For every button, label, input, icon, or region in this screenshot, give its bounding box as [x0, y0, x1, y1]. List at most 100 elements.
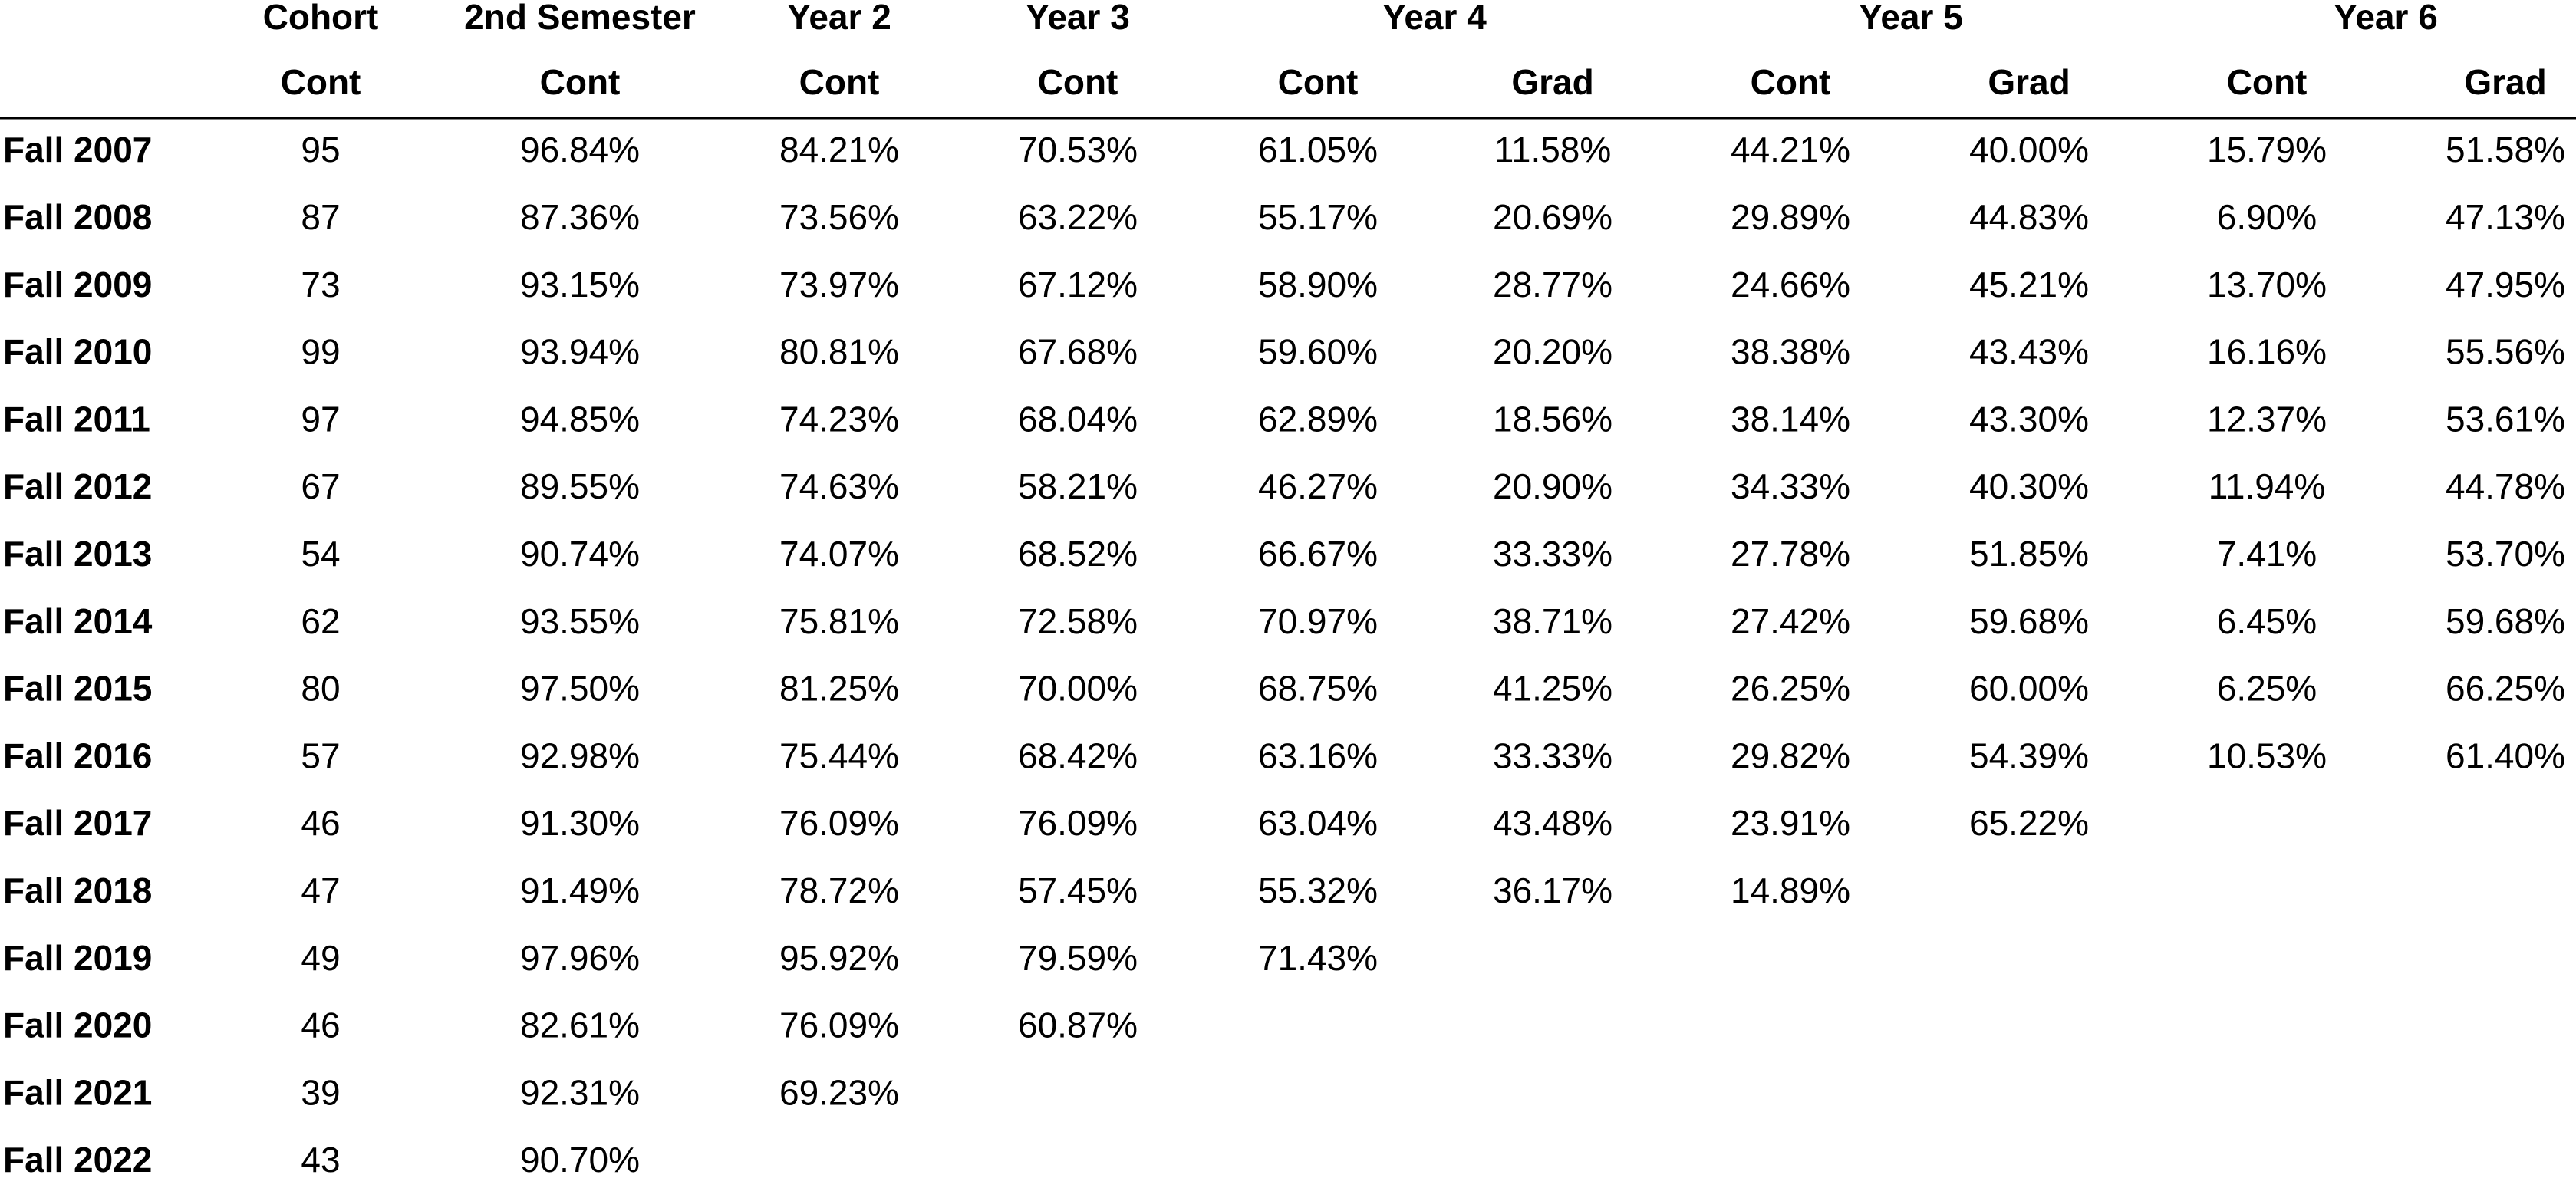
column-header: Grad [1988, 62, 2070, 102]
row-label: Fall 2021 [3, 1072, 152, 1112]
column-header: Cont [799, 62, 880, 102]
column-header: Cont [1751, 62, 1831, 102]
cell: 57.45% [1018, 870, 1138, 910]
cell: 44.21% [1731, 130, 1850, 169]
cell: 63.22% [1018, 197, 1138, 237]
cell: 34.33% [1731, 466, 1850, 506]
group-header: Year 4 [1382, 0, 1487, 37]
cell: 11.58% [1494, 130, 1612, 169]
cell: 99 [301, 332, 340, 372]
row-label: Fall 2020 [3, 1005, 152, 1045]
cell: 20.90% [1493, 466, 1612, 506]
cell: 55.32% [1258, 870, 1378, 910]
row-label: Fall 2015 [3, 669, 152, 709]
cell: 97.96% [520, 938, 640, 978]
cell: 14.89% [1731, 870, 1850, 910]
cell: 6.90% [2217, 197, 2317, 237]
row-label: Fall 2016 [3, 736, 152, 775]
cell: 68.04% [1018, 399, 1138, 439]
cell: 62.89% [1258, 399, 1378, 439]
cell: 93.15% [520, 265, 640, 304]
cell: 65.22% [1969, 803, 2089, 843]
column-header: Cont [281, 62, 361, 102]
cell: 97.50% [520, 669, 640, 709]
cell: 68.75% [1258, 669, 1378, 709]
cell: 92.31% [520, 1072, 640, 1112]
cell: 74.23% [779, 399, 899, 439]
cell: 29.89% [1731, 197, 1850, 237]
cell: 76.09% [1018, 803, 1138, 843]
cell: 60.87% [1018, 1005, 1138, 1045]
cell: 95.92% [779, 938, 899, 978]
column-header: Grad [2464, 62, 2546, 102]
cell: 80.81% [779, 332, 899, 372]
cell: 67.12% [1018, 265, 1138, 304]
cell: 75.81% [779, 601, 899, 641]
cell: 44.78% [2446, 466, 2565, 506]
cell: 24.66% [1731, 265, 1850, 304]
row-label: Fall 2017 [3, 803, 152, 843]
cell: 55.17% [1258, 197, 1378, 237]
cell: 38.71% [1493, 601, 1612, 641]
cell: 18.56% [1493, 399, 1612, 439]
cell: 53.70% [2446, 534, 2565, 574]
cell: 20.69% [1493, 197, 1612, 237]
cell: 54.39% [1969, 736, 2089, 775]
cell: 67.68% [1018, 332, 1138, 372]
cell: 63.16% [1258, 736, 1378, 775]
cell: 90.70% [520, 1140, 640, 1180]
cell: 55.56% [2446, 332, 2565, 372]
column-header: Cont [1038, 62, 1118, 102]
cell: 44.83% [1969, 197, 2089, 237]
cell: 90.74% [520, 534, 640, 574]
group-header: Year 2 [787, 0, 891, 37]
cell: 59.60% [1258, 332, 1378, 372]
cell: 6.25% [2217, 669, 2317, 709]
row-label: Fall 2009 [3, 265, 152, 304]
cell: 16.16% [2207, 332, 2327, 372]
cell: 7.41% [2217, 534, 2317, 574]
cell: 74.07% [779, 534, 899, 574]
cell: 13.70% [2207, 265, 2327, 304]
cell: 46 [301, 1005, 340, 1045]
cell: 49 [301, 938, 340, 978]
row-label: Fall 2022 [3, 1140, 152, 1180]
cell: 60.00% [1969, 669, 2089, 709]
column-header: Cont [2227, 62, 2308, 102]
cell: 62 [301, 601, 340, 641]
cell: 92.98% [520, 736, 640, 775]
cell: 76.09% [779, 803, 899, 843]
cell: 51.58% [2446, 130, 2565, 169]
cell: 93.55% [520, 601, 640, 641]
cell: 84.21% [779, 130, 899, 169]
cell: 51.85% [1969, 534, 2089, 574]
cell: 27.78% [1731, 534, 1850, 574]
cell: 71.43% [1258, 938, 1378, 978]
cell: 63.04% [1258, 803, 1378, 843]
cell: 46 [301, 803, 340, 843]
cell: 66.25% [2446, 669, 2565, 709]
cell: 79.59% [1018, 938, 1138, 978]
cell: 61.05% [1258, 130, 1378, 169]
cell: 47 [301, 870, 340, 910]
cell: 69.23% [779, 1072, 899, 1112]
cell: 28.77% [1493, 265, 1612, 304]
row-label: Fall 2013 [3, 534, 152, 574]
cell: 54 [301, 534, 340, 574]
cell: 97 [301, 399, 340, 439]
cell: 67 [301, 466, 340, 506]
group-header: Year 5 [1859, 0, 1963, 37]
group-header: Year 3 [1026, 0, 1130, 37]
row-label: Fall 2019 [3, 938, 152, 978]
cell: 82.61% [520, 1005, 640, 1045]
cell: 81.25% [779, 669, 899, 709]
row-label: Fall 2010 [3, 332, 152, 372]
cell: 68.52% [1018, 534, 1138, 574]
cell: 72.58% [1018, 601, 1138, 641]
column-header: Grad [1511, 62, 1593, 102]
cell: 91.49% [520, 870, 640, 910]
column-header: Cont [540, 62, 621, 102]
cell: 70.53% [1018, 130, 1138, 169]
